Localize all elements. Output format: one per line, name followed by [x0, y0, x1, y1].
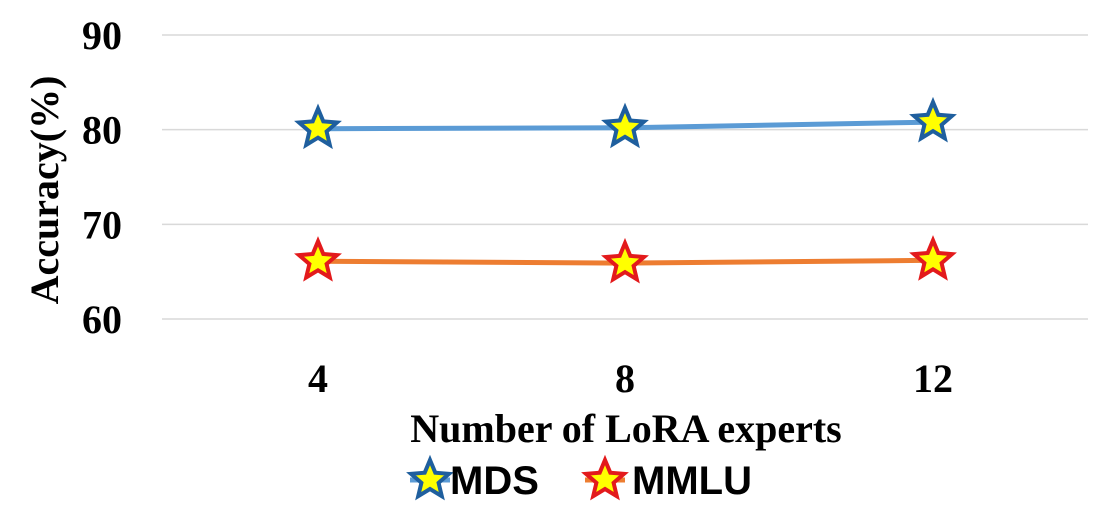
data-point-mds — [909, 96, 957, 143]
legend: MDS MMLU — [406, 454, 752, 503]
gridlines — [162, 34, 1088, 320]
y-tick-label: 80 — [82, 108, 122, 153]
data-point-mds — [601, 102, 649, 149]
legend-marker-mds — [406, 454, 454, 501]
y-tick-label: 60 — [82, 297, 122, 342]
legend-label-mmlu: MMLU — [632, 459, 752, 503]
x-tick-label: 12 — [913, 356, 953, 401]
x-axis-title: Number of LoRA experts — [410, 406, 841, 451]
data-point-mmlu — [294, 236, 342, 282]
legend-marker-mmlu — [581, 454, 629, 501]
series-layer — [294, 96, 957, 284]
y-tick-label: 90 — [82, 13, 122, 58]
y-tick-label: 70 — [82, 202, 122, 247]
data-point-mmlu — [601, 237, 649, 284]
data-point-mmlu — [909, 235, 957, 281]
data-point-mds — [294, 103, 342, 150]
y-axis-title: Accuracy(%) — [22, 76, 67, 305]
legend-label-mds: MDS — [450, 459, 539, 503]
x-tick-label: 8 — [615, 356, 635, 401]
y-axis-tick-labels: 60 70 80 90 — [82, 13, 122, 342]
x-tick-label: 4 — [308, 356, 328, 401]
x-axis-tick-labels: 4 8 12 — [308, 356, 953, 401]
